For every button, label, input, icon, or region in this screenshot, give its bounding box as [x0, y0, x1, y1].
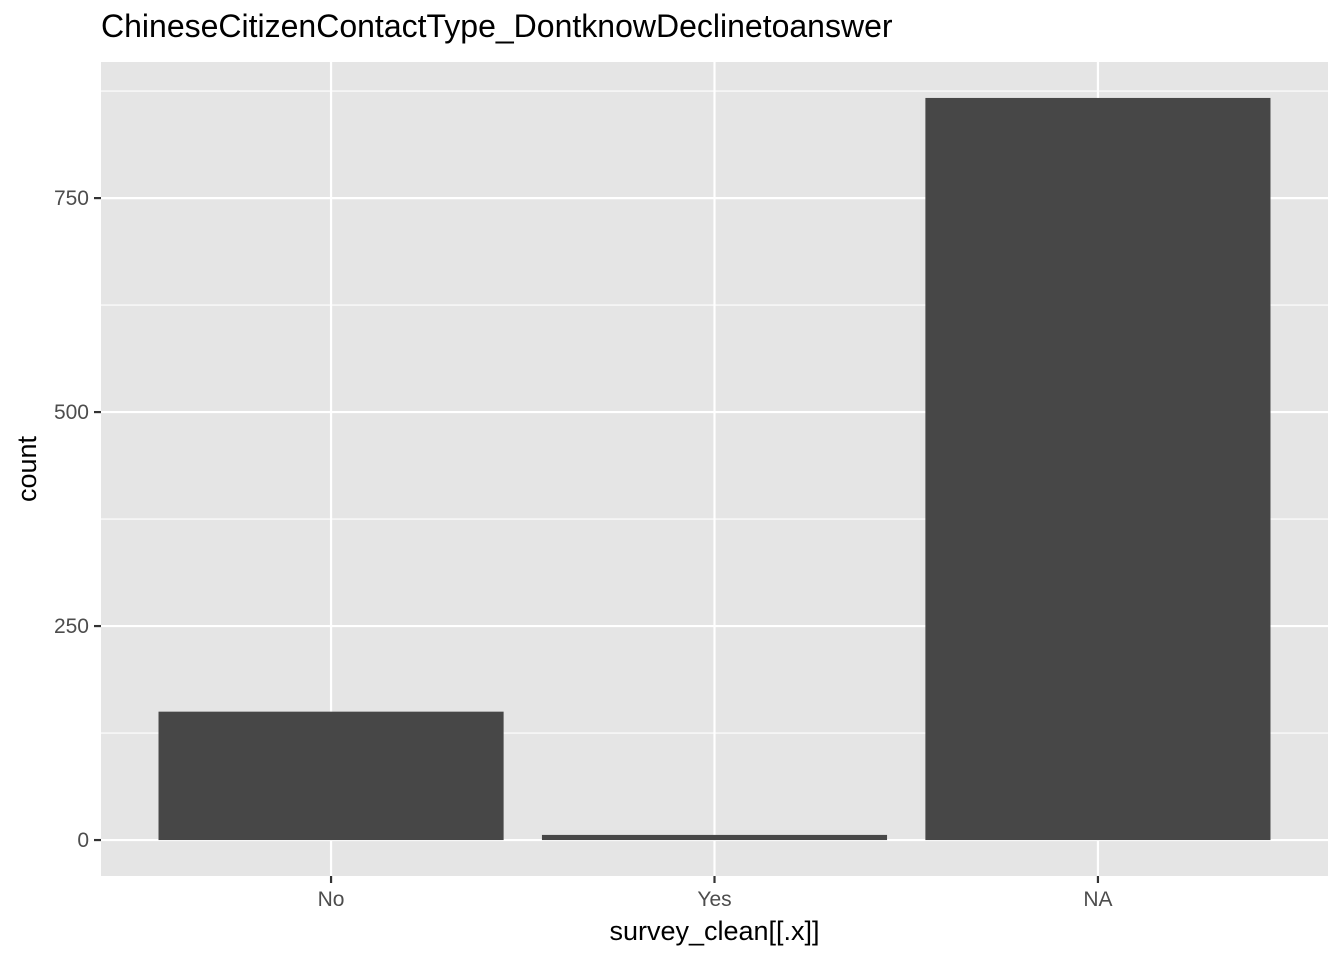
y-tick-label: 500	[54, 401, 89, 424]
chart-title: ChineseCitizenContactType_DontknowDeclin…	[101, 8, 893, 44]
x-tick-label: Yes	[697, 888, 731, 911]
y-axis: 0 250 500 750	[54, 187, 101, 852]
bar-no	[158, 711, 504, 841]
x-axis-title: survey_clean[[.x]]	[609, 916, 819, 946]
bars	[158, 97, 1271, 841]
bar-na	[925, 97, 1271, 841]
bar-yes	[541, 834, 888, 841]
x-tick-label: NA	[1083, 888, 1112, 911]
y-tick-label: 750	[54, 187, 89, 210]
x-axis: No Yes NA	[318, 876, 1113, 911]
y-tick-label: 250	[54, 615, 89, 638]
y-axis-title: count	[12, 435, 42, 502]
x-tick-label: No	[318, 888, 345, 911]
y-tick-label: 0	[77, 829, 89, 852]
